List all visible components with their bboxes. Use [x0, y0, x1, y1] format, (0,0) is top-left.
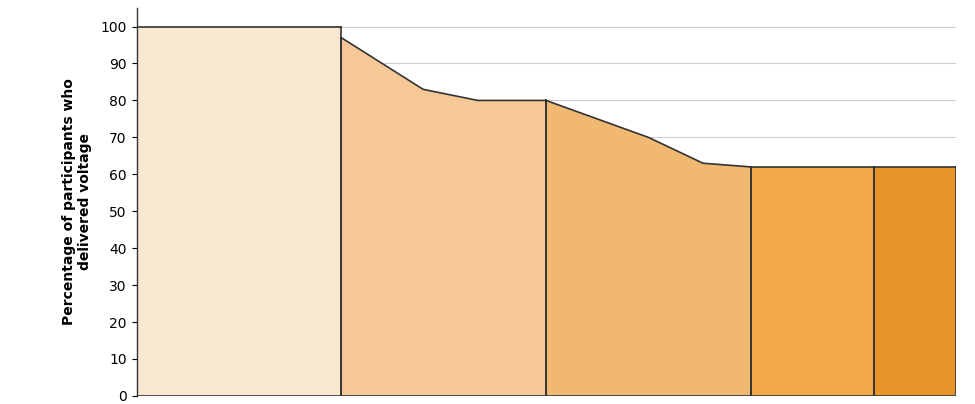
- Polygon shape: [341, 38, 546, 396]
- Polygon shape: [546, 101, 751, 396]
- Y-axis label: Percentage of participants who
delivered voltage: Percentage of participants who delivered…: [61, 78, 92, 326]
- Polygon shape: [751, 167, 874, 396]
- Polygon shape: [874, 167, 956, 396]
- Polygon shape: [136, 27, 341, 396]
